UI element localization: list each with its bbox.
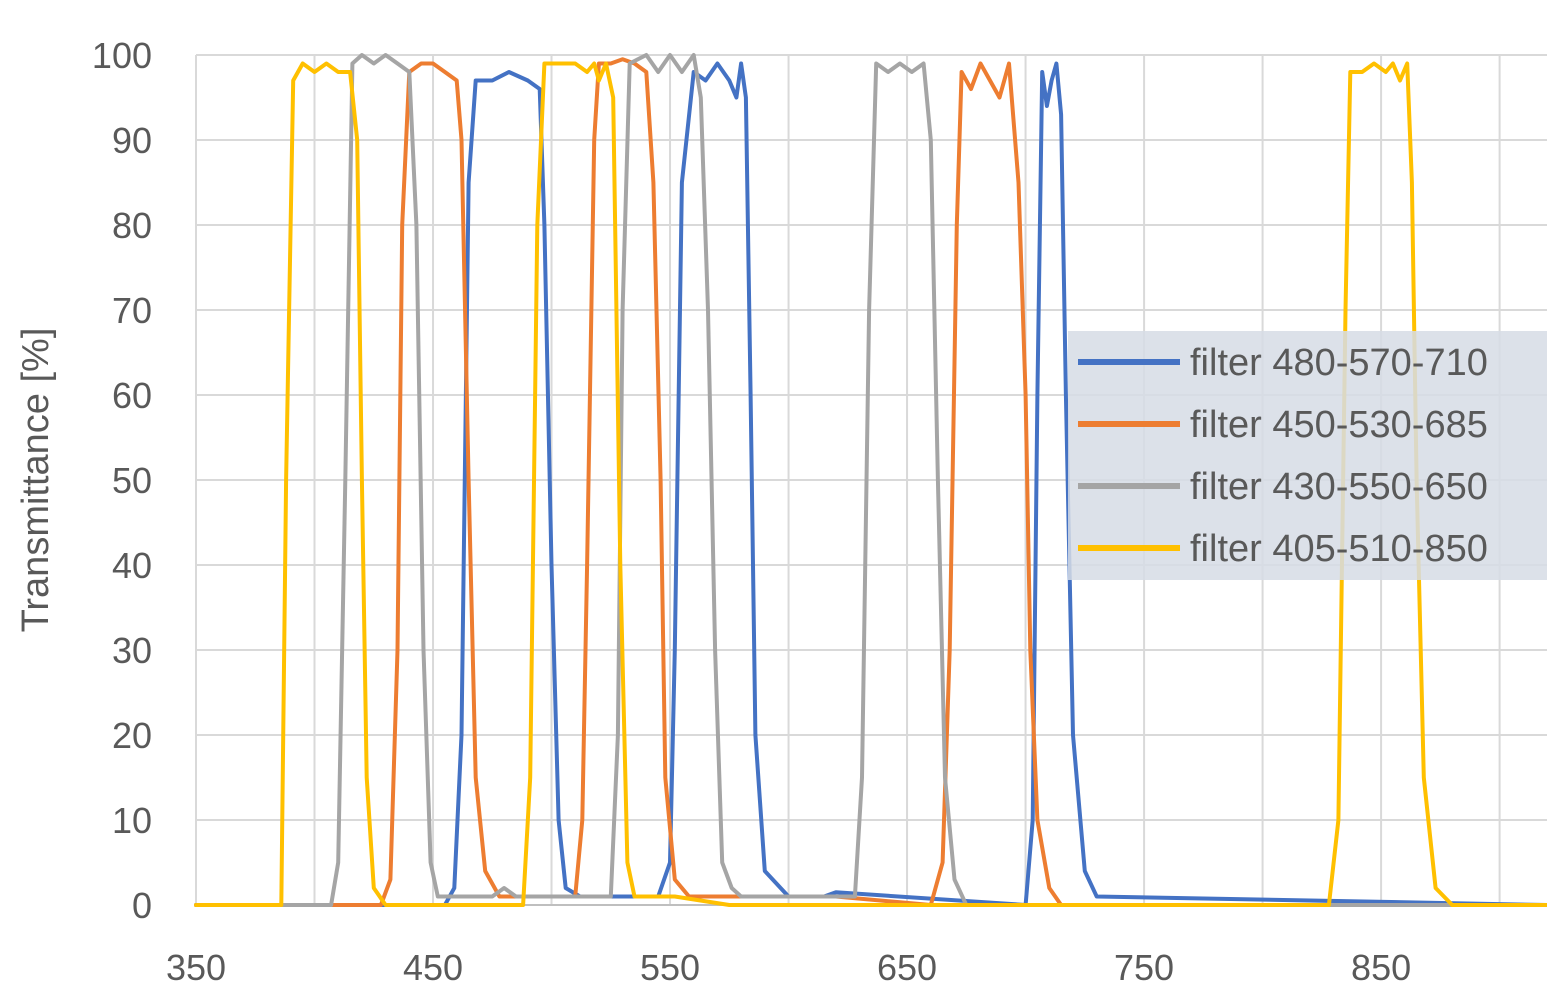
y-axis-ticks: 0 10 20 30 40 50 60 70 80 90 100	[92, 35, 152, 926]
legend-label: filter 450-530-685	[1190, 404, 1488, 446]
x-axis-ticks: 350 450 550 650 750 850	[166, 947, 1411, 988]
x-tick-label: 350	[166, 947, 226, 987]
y-tick-label: 30	[112, 630, 152, 671]
series-line-4	[194, 61, 1547, 907]
x-tick-label: 650	[877, 947, 937, 987]
y-tick-label: 20	[112, 715, 152, 756]
legend-items: filter 480-570-710 filter 450-530-685 filt…	[1078, 342, 1488, 570]
y-tick-label: 0	[132, 885, 152, 926]
x-tick-label: 850	[1351, 947, 1411, 987]
x-tick-label: 550	[640, 947, 700, 987]
x-tick-label: 450	[403, 947, 463, 987]
series-line-2	[194, 57, 1547, 907]
legend-label: filter 405-510-850	[1190, 528, 1488, 570]
y-tick-label: 50	[112, 460, 152, 501]
y-tick-label: 40	[112, 545, 152, 586]
y-tick-label: 70	[112, 290, 152, 331]
y-axis-label: Transmittance [%]	[15, 328, 57, 633]
series-line-3	[194, 53, 1547, 907]
legend-background	[1068, 331, 1547, 580]
series-line-1	[194, 61, 1547, 907]
legend: filter 480-570-710 filter 450-530-685 filt…	[1068, 331, 1547, 580]
legend-label: filter 480-570-710	[1190, 342, 1488, 384]
y-tick-label: 80	[112, 205, 152, 246]
series-lines	[194, 53, 1547, 907]
y-tick-label: 90	[112, 120, 152, 161]
legend-label: filter 430-550-650	[1190, 466, 1488, 508]
y-tick-label: 60	[112, 375, 152, 416]
y-tick-label: 10	[112, 800, 152, 841]
x-tick-label: 750	[1114, 947, 1174, 987]
y-tick-label: 100	[92, 35, 152, 76]
